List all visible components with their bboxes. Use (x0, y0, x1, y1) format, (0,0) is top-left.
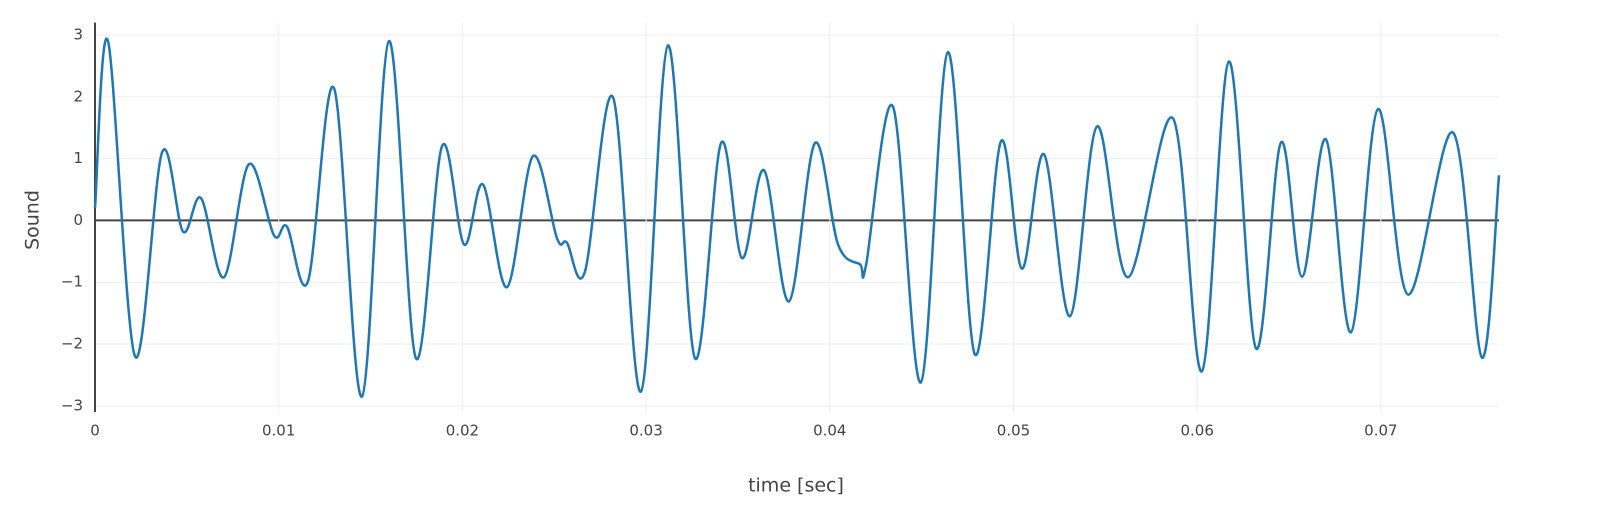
y-axis-title: Sound (22, 190, 44, 250)
x-tick-label: 0.02 (446, 422, 479, 440)
y-tick-label: 1 (73, 149, 83, 167)
line (93, 37, 1501, 398)
x-tick-label: 0.01 (262, 422, 295, 440)
y-tick-label: 2 (73, 87, 83, 105)
y-tick-label: 0 (73, 211, 83, 229)
x-tick-label: 0 (90, 422, 100, 440)
x-tick-label: 0.06 (1180, 422, 1213, 440)
y-tick-label: −3 (61, 396, 83, 414)
y-tick-label: −1 (61, 273, 83, 291)
y-tick-label: −2 (61, 335, 83, 353)
x-axis-title: time [sec] (748, 475, 844, 497)
x-tick-label: 0.04 (813, 422, 846, 440)
x-tick-label: 0.07 (1364, 422, 1397, 440)
x-tick-label: 0.05 (997, 422, 1030, 440)
y-tick-label: 3 (73, 25, 83, 43)
x-tick-label: 0.03 (629, 422, 662, 440)
